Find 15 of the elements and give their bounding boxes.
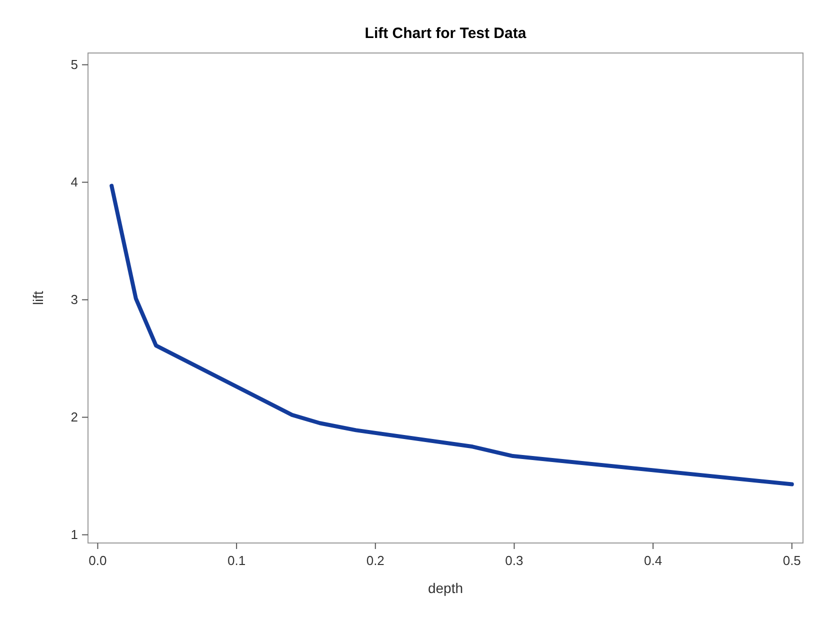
line-series: [110, 184, 794, 486]
x-tick-label: 0.1: [228, 553, 246, 568]
y-axis-title: lift: [30, 290, 46, 305]
x-tick-label: 0.2: [366, 553, 384, 568]
x-tick-label: 0.4: [644, 553, 662, 568]
x-axis-title: depth: [428, 580, 464, 596]
y-tick-label: 5: [70, 56, 78, 72]
x-tick-label: 0.0: [88, 553, 107, 568]
y-tick-label: 1: [70, 526, 78, 542]
y-tick-label: 4: [70, 174, 78, 190]
x-tick-label: 0.3: [505, 553, 524, 568]
x-tick-label: 0.5: [782, 553, 801, 568]
chart-title: Lift Chart for Test Data: [364, 25, 527, 42]
y-tick-label: 2: [70, 409, 78, 424]
y-tick-label: 3: [70, 292, 78, 307]
